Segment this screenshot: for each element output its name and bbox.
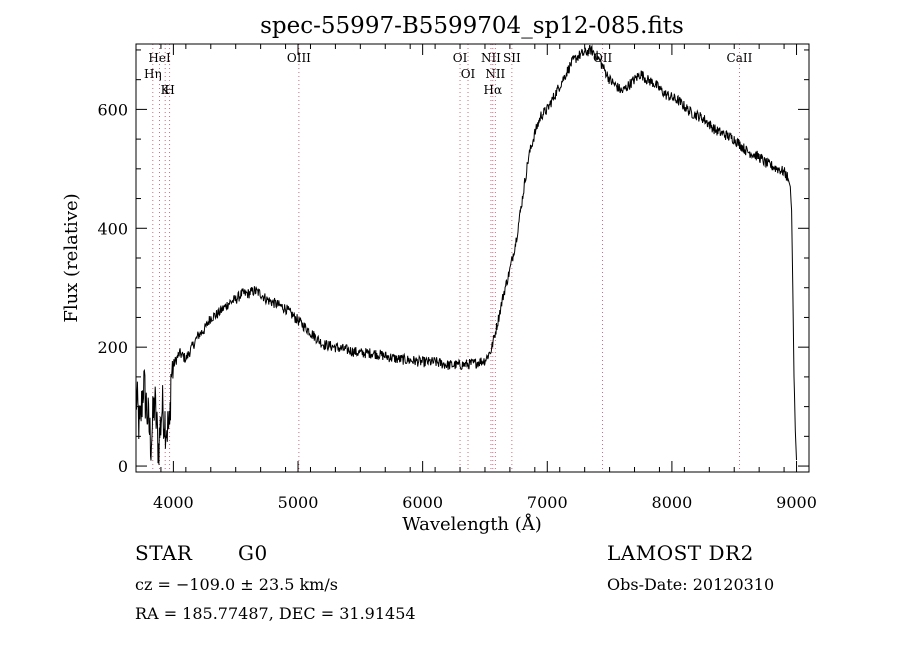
chart-title: spec-55997-B5599704_sp12-085.fits — [260, 13, 684, 39]
x-tick-label-5000: 5000 — [278, 493, 319, 512]
x-tick-label-7000: 7000 — [527, 493, 568, 512]
spectrum-line — [135, 44, 797, 465]
object-class: STAR — [135, 541, 193, 565]
emission-line-label-6: OI — [461, 67, 476, 81]
emission-line-label-9: Hα — [484, 83, 503, 97]
survey-name: LAMOST DR2 — [607, 541, 754, 565]
x-tick-label-6000: 6000 — [402, 493, 443, 512]
redshift-text: cz = −109.0 ± 23.5 km/s — [135, 575, 338, 594]
plot-area — [135, 44, 797, 465]
y-axis-label: Flux (relative) — [61, 193, 82, 322]
emission-line-label-0: HeI — [148, 51, 171, 65]
coordinates-text: RA = 185.77487, DEC = 31.91454 — [135, 604, 416, 623]
y-tick-label-600: 600 — [97, 100, 128, 119]
emission-line-label-7: NII — [481, 51, 501, 65]
emission-line-label-12: CaII — [727, 51, 753, 65]
axes: 4000 5000 6000 7000 8000 9000 0 200 400 600 — [97, 43, 817, 512]
emission-line-label-4: OIII — [287, 51, 311, 65]
y-tick-label-400: 400 — [97, 219, 128, 238]
emission-line-label-5: OI — [453, 51, 468, 65]
emission-line-label-11: OII — [593, 51, 613, 65]
emission-line-label-1: Hη — [144, 67, 162, 81]
emission-line-label-8: NII — [485, 67, 505, 81]
x-axis-label: Wavelength (Å) — [402, 513, 542, 535]
object-subclass: G0 — [238, 541, 268, 565]
emission-line-label-3: K — [161, 83, 171, 97]
x-tick-label-8000: 8000 — [652, 493, 693, 512]
emission-line-label-2: H — [164, 83, 174, 97]
plot-frame — [135, 43, 810, 473]
x-tick-label-9000: 9000 — [776, 493, 817, 512]
y-tick-label-0: 0 — [118, 457, 128, 476]
emission-line-label-10: SII — [503, 51, 521, 65]
y-tick-label-200: 200 — [97, 338, 128, 357]
observation-date: Obs-Date: 20120310 — [607, 575, 775, 594]
x-tick-label-4000: 4000 — [153, 493, 194, 512]
